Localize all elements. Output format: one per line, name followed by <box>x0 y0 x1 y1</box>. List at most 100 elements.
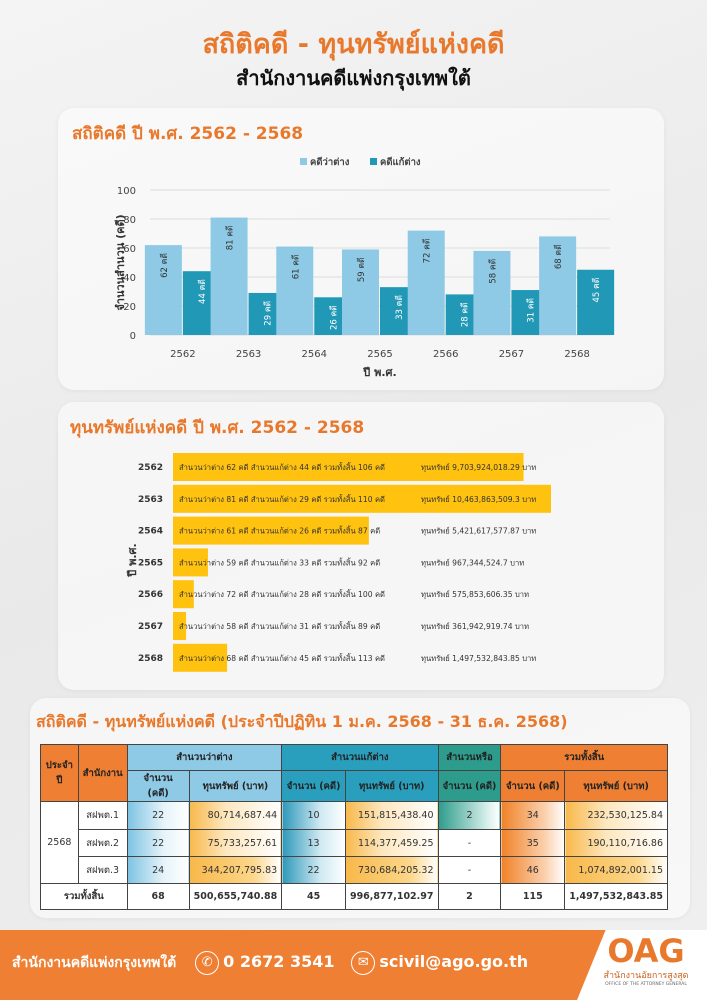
annual-table-title: สถิติคดี - ทุนทรัพย์แห่งคดี (ประจำปีปฏิท… <box>36 712 568 731</box>
x-tick-label: 2568 <box>564 349 589 360</box>
bar-asset-label: ทุนทรัพย์ 5,421,617,577.87 บาท <box>421 527 536 536</box>
legend-label: คดีว่าต่าง <box>310 156 350 168</box>
x-tick-label: 2567 <box>499 349 524 360</box>
total-count: 34 <box>500 801 566 830</box>
header-consult: สำนวนหรือ <box>437 744 502 771</box>
case-stats-title: สถิติคดี ปี พ.ศ. 2562 - 2568 <box>72 124 304 144</box>
bar-asset-label: ทุนทรัพย์ 9,703,924,018.29 บาท <box>421 463 536 472</box>
header-year: ประจำปี <box>40 744 79 802</box>
bar-plaintiff <box>342 249 379 335</box>
bar-asset-label: ทุนทรัพย์ 1,497,532,843.85 บาท <box>421 654 536 663</box>
total-asset: 232,530,125.84 <box>564 801 668 830</box>
bar-case-label: สำนวนว่าต่าง 68 คดี สำนวนแก้ต่าง 45 คดี … <box>179 653 385 663</box>
bar-value-label: 45 คดี <box>591 278 602 303</box>
bar-value-label: 62 คดี <box>159 253 170 278</box>
header-total: รวมทั้งสิ้น <box>500 744 668 771</box>
bar-case-label: สำนวนว่าต่าง 72 คดี สำนวนแก้ต่าง 28 คดี … <box>179 589 385 599</box>
bar-value-label: 58 คดี <box>487 259 498 284</box>
y-tick-label: 2565 <box>138 558 163 568</box>
bar-plaintiff <box>276 246 314 335</box>
plaintiff-asset: 344,207,795.83 <box>188 856 283 884</box>
y-tick-label: 20 <box>123 302 136 313</box>
total-count: 46 <box>500 856 566 884</box>
logo-thai: สำนักงานอัยการสูงสุด <box>603 971 689 981</box>
defendant-count: 13 <box>281 829 346 857</box>
oag-logo: OAG สำนักงานอัยการสูงสุด OFFICE OF THE A… <box>590 934 702 987</box>
total-count: 35 <box>500 829 566 857</box>
bar-value-label: 61 คดี <box>290 255 301 280</box>
total-label: รวมทั้งสิ้น <box>40 883 128 910</box>
consult-count: - <box>437 856 502 884</box>
legend-swatch <box>300 158 307 165</box>
footer-phone[interactable]: 0 2672 3541 <box>223 952 335 971</box>
table-row: 2568 สฝพต.1 22 80,714,687.44 10 151,815,… <box>40 801 668 884</box>
logo-text: OAG <box>607 932 685 970</box>
bar-plaintiff <box>473 250 511 335</box>
bar-plaintiff <box>210 217 248 335</box>
defendant-count: 22 <box>281 856 346 884</box>
footer-email[interactable]: scivil@ago.go.th <box>379 952 529 971</box>
bar-asset-label: ทุนทรัพย์ 361,942,919.74 บาท <box>421 622 529 631</box>
grand-total-asset: 1,497,532,843.85 <box>564 883 668 910</box>
grand-total-count: 115 <box>500 883 566 910</box>
header-plaintiff: สำนวนว่าต่าง <box>126 744 283 771</box>
annual-stats-table: ประจำปี สำนักงาน สำนวนว่าต่าง สำนวนแก้ต่… <box>40 744 668 910</box>
consult-count: - <box>437 829 502 857</box>
bar-value-label: 28 คดี <box>460 302 471 327</box>
bar-value-label: 31 คดี <box>525 298 536 323</box>
logo-english: OFFICE OF THE ATTORNEY GENERAL <box>605 982 687 987</box>
bar-plaintiff <box>407 230 445 335</box>
bar-value-label: 81 คดี <box>225 226 236 251</box>
x-axis-label: ปี พ.ศ. <box>362 366 396 379</box>
case-stats-card: สถิติคดี ปี พ.ศ. 2562 - 2568 0 20 40 60 80 10… <box>58 108 664 390</box>
plaintiff-count: 22 <box>126 801 190 830</box>
plaintiff-count: 22 <box>126 829 190 857</box>
table-total-row: รวมทั้งสิ้น 68 500,655,740.88 45 996,877… <box>40 883 668 910</box>
total-defendant-count: 45 <box>281 883 346 910</box>
asset-title: ทุนทรัพย์แห่งคดี ปี พ.ศ. 2562 - 2568 <box>70 418 365 438</box>
total-plaintiff-asset: 500,655,740.88 <box>188 883 283 910</box>
y-tick-label: 80 <box>123 215 136 226</box>
x-tick-label: 2562 <box>170 349 195 360</box>
y-axis-label: ปี พ.ศ. <box>126 543 139 577</box>
y-tick-label: 60 <box>123 244 136 255</box>
bar-value-label: 68 คดี <box>553 244 564 269</box>
bar-case-label: สำนวนว่าต่าง 58 คดี สำนวนแก้ต่าง 31 คดี … <box>179 621 380 631</box>
total-consult-count: 2 <box>437 883 502 910</box>
y-tick-label: 2564 <box>138 527 163 537</box>
bar-plaintiff <box>144 245 182 335</box>
y-tick-label: 0 <box>130 331 136 342</box>
header-office: สำนักงาน <box>77 744 128 802</box>
defendant-count: 10 <box>281 801 346 830</box>
bar-case-label: สำนวนว่าต่าง 81 คดี สำนวนแก้ต่าง 29 คดี … <box>179 494 385 504</box>
y-tick-label: 40 <box>123 273 136 284</box>
legend-swatch <box>370 158 377 165</box>
header-asset: ทุนทรัพย์ (บาท) <box>344 770 439 802</box>
bar-plaintiff <box>539 236 577 335</box>
bar-defendant <box>577 269 615 335</box>
y-tick-label: 2566 <box>138 590 163 600</box>
footer-contact: สำนักงานคดีแพ่งกรุงเทพใต้ ✆ 0 2672 3541 ✉… <box>12 951 528 975</box>
legend-label: คดีแก้ต่าง <box>380 156 421 168</box>
plaintiff-asset: 80,714,687.44 <box>188 801 283 830</box>
header-count: จำนวน (คดี) <box>126 770 190 802</box>
header-defendant: สำนวนแก้ต่าง <box>281 744 439 771</box>
office-cell: สฝพต.3 <box>77 856 128 884</box>
bar-asset-label: ทุนทรัพย์ 10,463,863,509.3 บาท <box>421 495 536 504</box>
bar-value-label: 44 คดี <box>197 279 208 304</box>
total-asset: 190,110,716.86 <box>564 829 668 857</box>
asset-bar <box>173 453 524 481</box>
bar-value-label: 72 คดี <box>422 239 433 264</box>
asset-card: ทุนทรัพย์แห่งคดี ปี พ.ศ. 2562 - 2568 256… <box>58 402 664 690</box>
header-count: จำนวน (คดี) <box>500 770 566 802</box>
bar-value-label: 33 คดี <box>394 295 405 320</box>
x-tick-label: 2563 <box>236 349 261 360</box>
defendant-asset: 151,815,438.40 <box>344 801 439 830</box>
page-title: สถิติคดี - ทุนทรัพย์แห่งคดี <box>202 29 505 60</box>
asset-bar <box>173 548 208 577</box>
year-cell: 2568 <box>40 801 79 884</box>
page-subtitle: สำนักงานคดีแพ่งกรุงเทพใต้ <box>236 66 471 90</box>
x-tick-label: 2566 <box>433 349 458 360</box>
table-row: สฝพต.2 22 75,733,257.61 13 114,377,459.2… <box>40 829 668 857</box>
header-asset: ทุนทรัพย์ (บาท) <box>188 770 283 802</box>
